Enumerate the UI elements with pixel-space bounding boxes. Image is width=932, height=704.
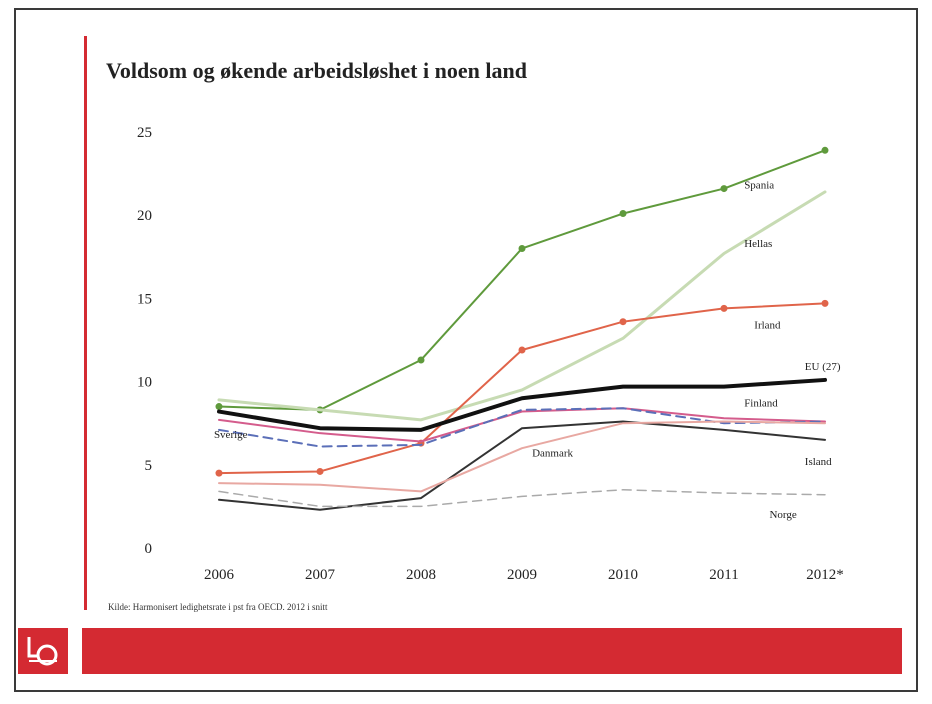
- lo-logo-mark: [27, 637, 58, 666]
- data-point-irland: [619, 318, 627, 326]
- data-point-spania: [720, 185, 728, 193]
- series-label: Spania: [744, 180, 774, 192]
- series-label: Sverige: [214, 429, 248, 441]
- y-tick-label: 25: [137, 125, 152, 141]
- series-line-hellas: [217, 190, 827, 422]
- data-point-irland: [316, 467, 324, 475]
- series-line-sverige: [218, 407, 826, 448]
- data-point-spania: [619, 210, 627, 218]
- series-label: Island: [805, 456, 832, 468]
- series-label: Hellas: [744, 238, 772, 250]
- lo-logo: [18, 628, 68, 674]
- y-tick-label: 15: [137, 291, 152, 307]
- series-line-eu-27: [217, 377, 827, 432]
- series-label: EU (27): [805, 361, 841, 373]
- data-point-spania: [821, 146, 829, 154]
- data-point-spania: [417, 356, 425, 364]
- series-label: Norge: [769, 509, 796, 521]
- data-point-irland: [821, 299, 829, 307]
- series-label: Danmark: [532, 447, 573, 459]
- data-point-spania: [518, 244, 526, 252]
- x-tick-label: 2007: [305, 567, 336, 583]
- series-line-norge: [218, 489, 826, 508]
- chart-title: Voldsom og økende arbeidsløshet i noen l…: [106, 58, 527, 83]
- series-label: Finland: [744, 398, 778, 410]
- y-tick-label: 10: [137, 375, 152, 391]
- x-tick-label: 2009: [507, 567, 537, 583]
- series-line-island: [218, 420, 826, 511]
- data-point-irland: [720, 304, 728, 312]
- x-tick-label: 2011: [709, 567, 738, 583]
- data-point-irland: [518, 346, 526, 354]
- footer-bar: [82, 628, 902, 674]
- x-tick-label: 2012*: [806, 567, 844, 583]
- data-point-spania: [215, 403, 223, 411]
- series-line-finland: [218, 407, 826, 443]
- x-tick-label: 2006: [204, 567, 235, 583]
- y-tick-label: 20: [137, 208, 152, 224]
- y-tick-label: 0: [145, 541, 153, 557]
- series-line-spania: [218, 149, 826, 411]
- x-tick-label: 2008: [406, 567, 436, 583]
- accent-rule: [84, 36, 87, 610]
- slide-frame: [14, 8, 918, 692]
- y-tick-label: 5: [145, 458, 153, 474]
- x-tick-label: 2010: [608, 567, 638, 583]
- series-label: Irland: [754, 319, 781, 331]
- source-note: Kilde: Harmonisert ledighetsrate i pst f…: [108, 602, 328, 612]
- series-line-danmark: [218, 420, 826, 493]
- data-point-irland: [215, 469, 223, 477]
